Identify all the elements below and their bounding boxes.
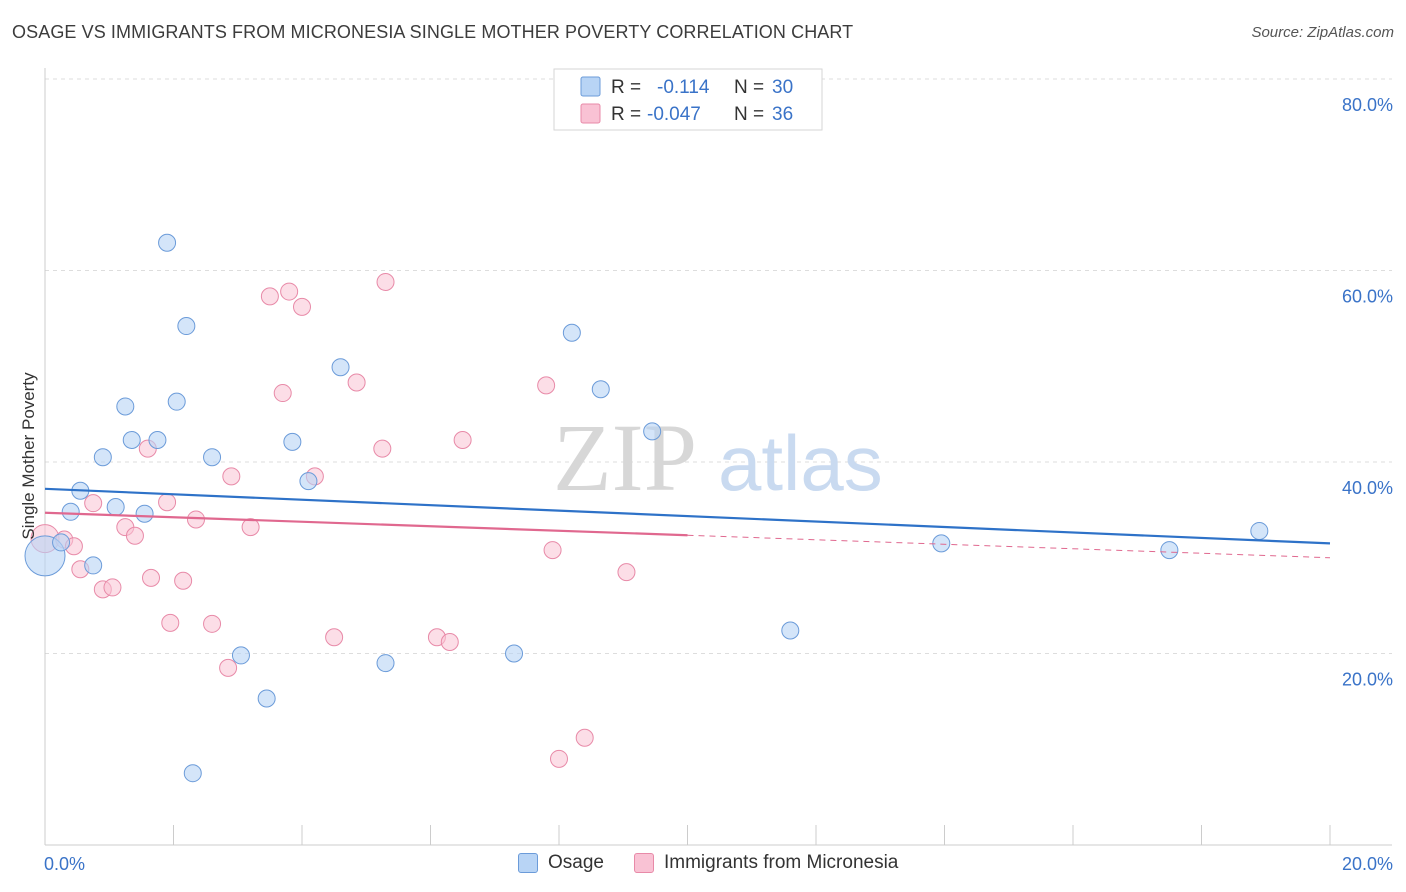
osage-point bbox=[148, 430, 167, 449]
osage-point bbox=[93, 448, 112, 467]
micronesia-point bbox=[161, 613, 180, 632]
micronesia-point bbox=[103, 578, 122, 597]
y-tick-label: 60.0% bbox=[1342, 287, 1393, 307]
micronesia-trendline-extension bbox=[687, 534, 1331, 559]
y-tick-label: 80.0% bbox=[1342, 95, 1393, 115]
micronesia-point bbox=[125, 526, 144, 545]
legend-item-micronesia: Immigrants from Micronesia bbox=[633, 852, 899, 874]
legend-bottom-label-osage: Osage bbox=[548, 852, 604, 873]
micronesia-point bbox=[260, 287, 279, 306]
osage-trendline bbox=[44, 487, 1331, 545]
watermark: ZIP atlas bbox=[553, 404, 883, 511]
legend-bottom-swatch-micronesia bbox=[633, 853, 654, 873]
osage-point bbox=[106, 498, 125, 517]
grid-layer bbox=[45, 78, 1392, 654]
osage-point bbox=[158, 233, 177, 252]
micronesia-point bbox=[543, 541, 562, 560]
osage-point bbox=[643, 422, 662, 441]
micronesia-point bbox=[273, 384, 292, 403]
osage-point bbox=[376, 654, 395, 673]
legend-n-value-osage: 30 bbox=[772, 77, 793, 98]
osage-point bbox=[84, 556, 103, 575]
osage-point bbox=[1160, 541, 1179, 560]
micronesia-point bbox=[453, 430, 472, 449]
micronesia-point bbox=[158, 493, 177, 512]
osage-point bbox=[203, 448, 222, 467]
legend-bottom-label-micronesia: Immigrants from Micronesia bbox=[663, 852, 899, 873]
chart-title: OSAGE VS IMMIGRANTS FROM MICRONESIA SING… bbox=[12, 22, 854, 42]
micronesia-point bbox=[617, 563, 636, 582]
osage-point bbox=[505, 644, 524, 663]
osage-point bbox=[183, 764, 202, 783]
micronesia-point bbox=[142, 568, 161, 587]
osage-point bbox=[331, 358, 350, 377]
legend-top: R = -0.114 N = 30 R = -0.047 N = 36 bbox=[553, 68, 823, 131]
legend-swatch-osage bbox=[580, 76, 601, 97]
osage-point bbox=[562, 323, 581, 342]
osage-point bbox=[781, 621, 800, 640]
legend-n-value-micronesia: 36 bbox=[772, 104, 793, 125]
micronesia-point bbox=[241, 518, 260, 537]
micronesia-point bbox=[550, 749, 568, 768]
series-osage-points bbox=[24, 233, 1269, 783]
series-micronesia-points bbox=[30, 272, 636, 768]
axis-layer bbox=[44, 68, 1392, 846]
micronesia-point bbox=[203, 614, 222, 633]
osage-point bbox=[231, 646, 250, 665]
tick-labels: 20.0% 40.0% 60.0% 80.0% 0.0% 20.0% bbox=[44, 95, 1393, 874]
micronesia-point bbox=[440, 633, 459, 652]
osage-point bbox=[257, 689, 276, 708]
osage-point bbox=[122, 430, 141, 449]
legend-r-label-osage: R = bbox=[611, 77, 641, 98]
osage-point bbox=[283, 432, 302, 451]
y-tick-label: 20.0% bbox=[1342, 670, 1393, 690]
legend-swatch-micronesia bbox=[580, 103, 601, 124]
osage-point bbox=[52, 533, 71, 552]
legend-n-label-micronesia: N = bbox=[734, 104, 764, 125]
legend-r-value-osage: -0.114 bbox=[657, 77, 710, 98]
watermark-zip: ZIP bbox=[553, 404, 697, 511]
legend-bottom-swatch-osage bbox=[518, 853, 538, 873]
x-tick-label-max: 20.0% bbox=[1342, 854, 1393, 874]
micronesia-point bbox=[186, 510, 205, 529]
osage-point bbox=[167, 392, 186, 411]
watermark-atlas: atlas bbox=[718, 419, 883, 507]
micronesia-point bbox=[280, 282, 299, 301]
micronesia-point bbox=[84, 494, 103, 513]
micronesia-trendline bbox=[44, 511, 688, 537]
osage-point bbox=[299, 472, 318, 491]
micronesia-point bbox=[222, 467, 241, 486]
legend-r-label-micronesia: R = bbox=[611, 104, 641, 125]
osage-point bbox=[1250, 521, 1269, 540]
legend-r-value-micronesia: -0.047 bbox=[647, 104, 701, 125]
micronesia-point bbox=[174, 571, 193, 590]
micronesia-point bbox=[575, 728, 594, 747]
legend-bottom: Osage Immigrants from Micronesia bbox=[518, 852, 928, 874]
y-tick-label: 40.0% bbox=[1342, 478, 1393, 498]
legend-n-label-osage: N = bbox=[734, 77, 764, 98]
legend-item-osage: Osage bbox=[518, 852, 604, 874]
trend-layer bbox=[44, 487, 1331, 559]
micronesia-point bbox=[347, 373, 366, 392]
micronesia-point bbox=[537, 376, 556, 395]
osage-point bbox=[591, 380, 610, 399]
osage-point bbox=[177, 317, 196, 336]
source-label: Source: ZipAtlas.com bbox=[1251, 24, 1394, 41]
y-axis-label: Single Mother Poverty bbox=[19, 372, 38, 540]
osage-point bbox=[932, 534, 951, 553]
osage-point bbox=[116, 397, 135, 416]
micronesia-point bbox=[219, 658, 238, 677]
micronesia-point bbox=[293, 297, 311, 316]
x-tick-label-min: 0.0% bbox=[44, 854, 85, 874]
osage-point bbox=[135, 504, 154, 523]
micronesia-point bbox=[325, 628, 344, 647]
osage-point bbox=[61, 502, 80, 521]
micronesia-point bbox=[376, 272, 395, 291]
micronesia-point bbox=[373, 439, 392, 458]
